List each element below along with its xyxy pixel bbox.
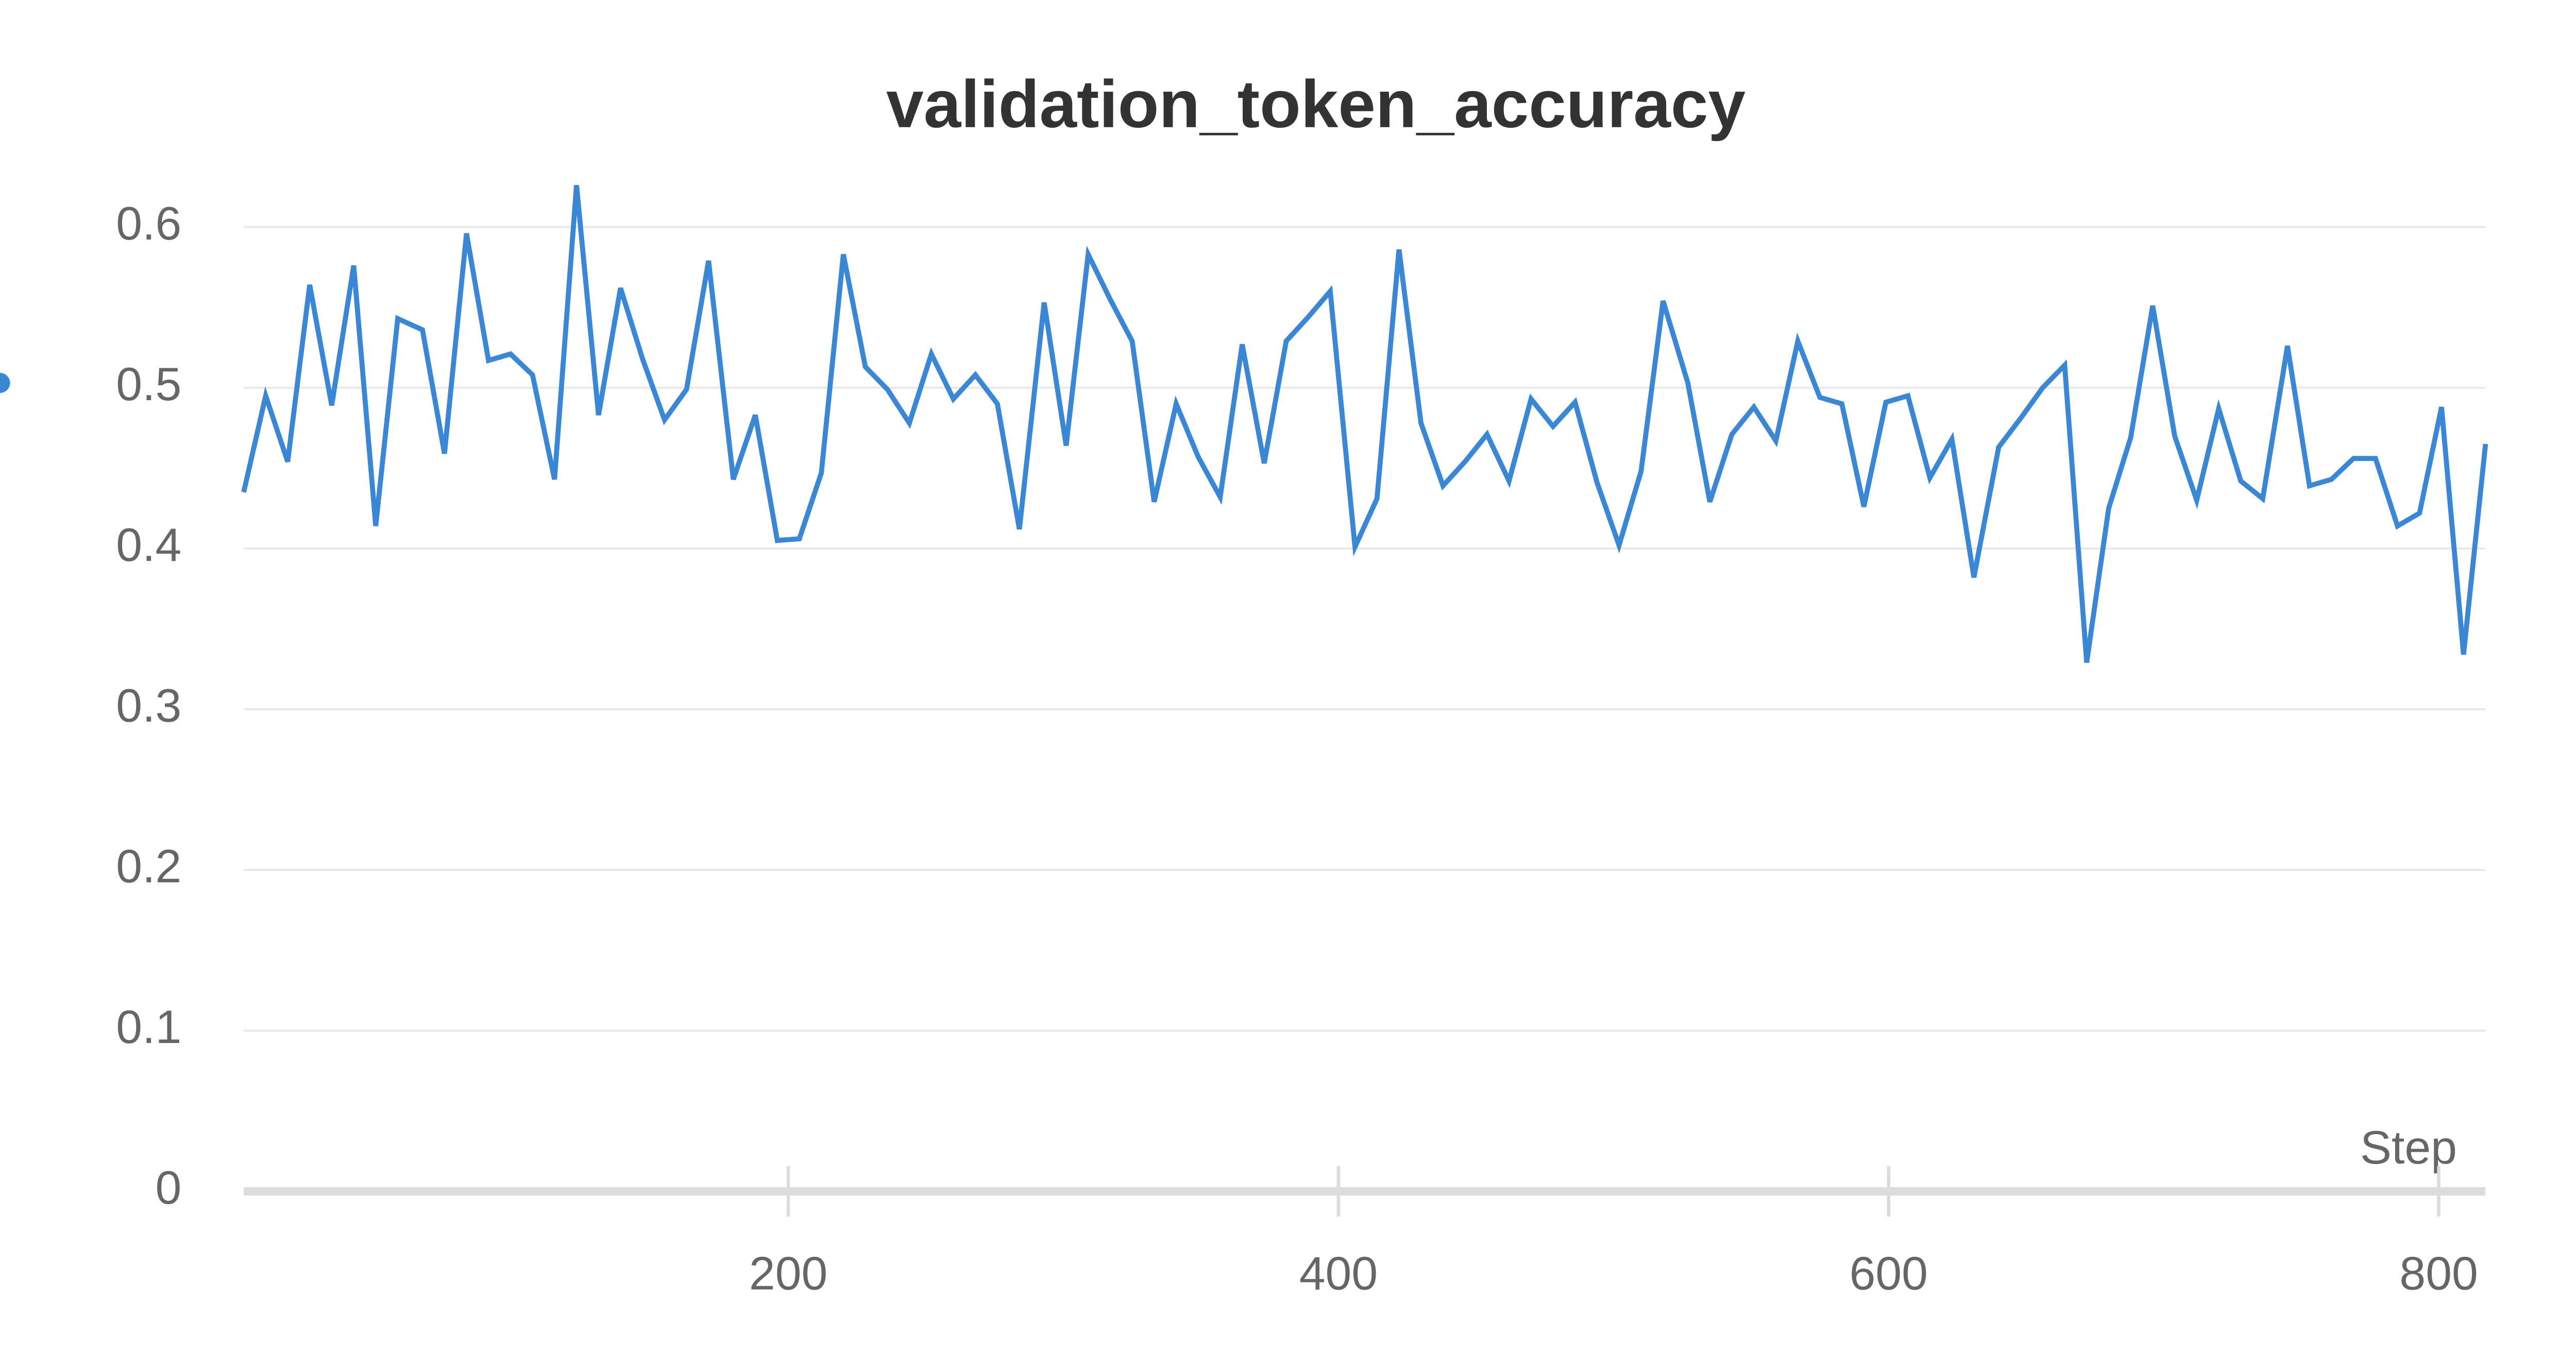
y-tick-label: 0.3 [116, 679, 181, 732]
y-tick-label: 0.2 [116, 840, 181, 893]
y-tick-label: 0.5 [116, 358, 181, 411]
x-tick-label: 600 [1850, 1247, 1928, 1300]
x-tick-label: 200 [749, 1247, 827, 1300]
y-tick-label: 0.4 [116, 519, 181, 571]
y-tick-label: 0.1 [116, 1001, 181, 1053]
last-point [0, 372, 10, 394]
y-tick-label: 0.6 [116, 197, 181, 250]
chart-title: validation_token_accuracy [886, 66, 1745, 142]
x-axis-label: Step [2360, 1121, 2457, 1174]
y-tick-label: 0 [155, 1161, 181, 1214]
x-tick-label: 800 [2399, 1247, 2478, 1300]
data-line [241, 185, 2488, 663]
x-tick-label: 400 [1299, 1247, 1378, 1300]
